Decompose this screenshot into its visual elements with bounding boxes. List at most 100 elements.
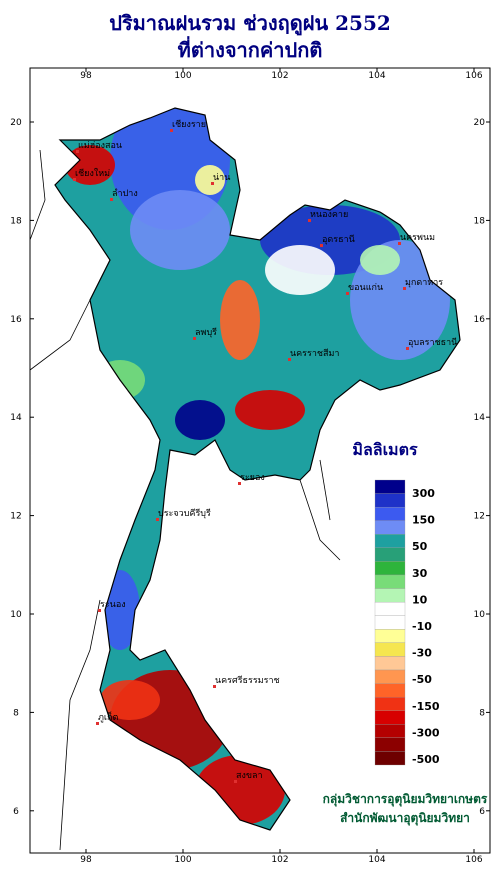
legend-swatch [374, 656, 406, 671]
station [398, 242, 401, 245]
title: ที่ต่างจากค่าปกติ [178, 35, 323, 62]
rainfall-area [175, 400, 225, 440]
lon-tick-label: 100 [174, 855, 191, 865]
lat-tick-label: 10 [474, 610, 486, 620]
credit: สำนักพัฒนาอุตุนิยมวิทยา [340, 811, 470, 826]
legend-label: -500 [412, 753, 440, 766]
lon-tick-label: 104 [368, 855, 385, 865]
station [211, 182, 214, 185]
station [320, 244, 323, 247]
lon-tick-label: 98 [80, 855, 92, 865]
lat-tick-label: 14 [10, 413, 22, 423]
station [403, 287, 406, 290]
legend-swatch [374, 683, 406, 698]
legend-swatch [374, 737, 406, 752]
place-label: มุกดาหาร [405, 278, 443, 288]
legend-swatch [374, 642, 406, 657]
legend-label: 50 [412, 540, 428, 553]
rainfall-area [265, 245, 335, 295]
legend-title: มิลลิเมตร [352, 440, 418, 459]
legend-swatch [374, 547, 406, 562]
lat-tick-label: 18 [474, 216, 486, 226]
legend-label: 300 [412, 487, 435, 500]
legend-swatch [374, 561, 406, 576]
station [156, 518, 159, 521]
legend-label: 150 [412, 514, 435, 527]
station [110, 198, 113, 201]
lat-tick-label: 16 [10, 315, 22, 325]
place-label: อุดรธานี [322, 234, 355, 245]
legend-swatch [374, 710, 406, 725]
legend-label: -30 [412, 647, 432, 660]
place-label: ภูเก็ต [98, 710, 118, 723]
station [234, 780, 237, 783]
place-label: หนองคาย [310, 210, 348, 220]
legend-swatch [374, 751, 406, 766]
lon-tick-label: 104 [368, 71, 385, 81]
rainfall-area [65, 145, 115, 185]
lat-tick-label: 16 [474, 315, 486, 325]
lat-tick-label: 20 [10, 118, 22, 128]
legend-swatch [374, 479, 406, 494]
place-label: ขอนแก่น [348, 283, 383, 293]
station [346, 292, 349, 295]
legend-label: -10 [412, 620, 432, 633]
legend-label: -150 [412, 700, 440, 713]
lat-tick-label: 18 [10, 216, 22, 226]
place-label: นครศรีธรรมราช [215, 675, 280, 686]
lon-tick-label: 102 [271, 71, 288, 81]
station [288, 358, 291, 361]
station [238, 482, 241, 485]
station [308, 219, 311, 222]
rainfall-area [220, 280, 260, 360]
station [170, 129, 173, 132]
lon-tick-label: 100 [174, 71, 191, 81]
legend-swatch [374, 724, 406, 739]
place-label: เชียงใหม่ [75, 168, 110, 179]
legend-label: -300 [412, 726, 440, 739]
legend-swatch [374, 493, 406, 508]
rainfall-area [360, 245, 400, 275]
lat-tick-label: 8 [13, 708, 19, 718]
legend-label: -50 [412, 673, 432, 686]
lat-tick-label: 10 [10, 610, 22, 620]
legend-swatch [374, 588, 406, 603]
place-label: นครราชสีมา [290, 348, 339, 359]
place-label: แม่ฮ่องสอน [78, 141, 122, 151]
country-border [54, 107, 461, 831]
lat-tick-label: 20 [474, 118, 486, 128]
lat-tick-label: 6 [479, 807, 485, 817]
station [96, 722, 99, 725]
place-label: ประจวบคีรีบุรี [158, 508, 211, 519]
legend-swatch [374, 520, 406, 535]
lat-tick-label: 6 [13, 807, 19, 817]
legend-swatch [374, 601, 406, 616]
place-label: ระยอง [240, 473, 265, 483]
legend-swatch [374, 696, 406, 711]
lat-tick-label: 8 [479, 708, 485, 718]
legend-swatch [374, 629, 406, 644]
place-label: ลพบุรี [195, 327, 217, 338]
legend-swatch [374, 615, 406, 630]
place-label: น่าน [213, 173, 230, 183]
place-label: ระนอง [100, 600, 126, 610]
place-label: อุบลราชธานี [408, 337, 457, 348]
rainfall-area [130, 190, 230, 270]
lon-tick-label: 106 [465, 71, 482, 81]
lon-tick-label: 102 [271, 855, 288, 865]
legend-label: 10 [412, 593, 428, 606]
place-label: นครพนม [400, 233, 435, 243]
station [76, 150, 79, 153]
station [193, 337, 196, 340]
station [406, 347, 409, 350]
legend-swatch [374, 534, 406, 549]
neighbor-border [29, 149, 341, 851]
place-label: ลำปาง [112, 188, 138, 199]
lon-tick-label: 106 [465, 855, 482, 865]
legend-swatch [374, 574, 406, 589]
station [213, 685, 216, 688]
rainfall-area [235, 390, 305, 430]
place-label: สงขลา [236, 771, 263, 781]
station [98, 609, 101, 612]
